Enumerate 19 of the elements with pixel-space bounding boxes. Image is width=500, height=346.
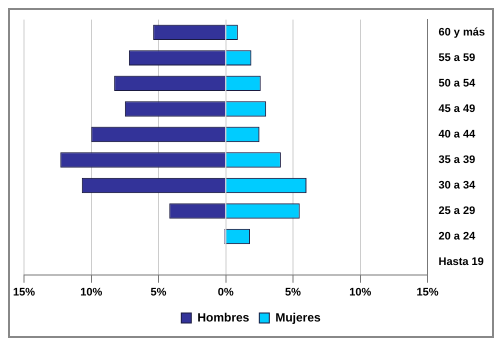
x-tick-label: 10% <box>349 286 372 298</box>
x-tick-label: 15% <box>416 286 439 298</box>
x-tick-label: 5% <box>150 286 167 298</box>
y-tick-label: 45 a 49 <box>438 102 476 115</box>
y-tick-label: 60 y más <box>438 26 486 38</box>
legend-label: Mujeres <box>275 310 322 324</box>
y-tick-label: Hasta 19 <box>438 256 484 268</box>
y-tick-label: 25 a 29 <box>438 205 476 218</box>
x-tick-label: 5% <box>285 286 302 298</box>
y-tick-label: 30 a 34 <box>438 180 476 192</box>
x-tick-label: 15% <box>12 286 36 298</box>
y-tick-label: 40 a 44 <box>438 128 476 140</box>
legend-label: Hombres <box>197 310 250 324</box>
x-tick-label: 0% <box>218 286 234 298</box>
y-tick-label: 55 a 59 <box>438 52 476 64</box>
y-tick-label: 35 a 39 <box>438 154 476 166</box>
y-tick-label: 50 a 54 <box>438 77 476 90</box>
y-tick-label: 20 a 24 <box>438 230 476 243</box>
x-tick-label: 10% <box>80 286 102 298</box>
